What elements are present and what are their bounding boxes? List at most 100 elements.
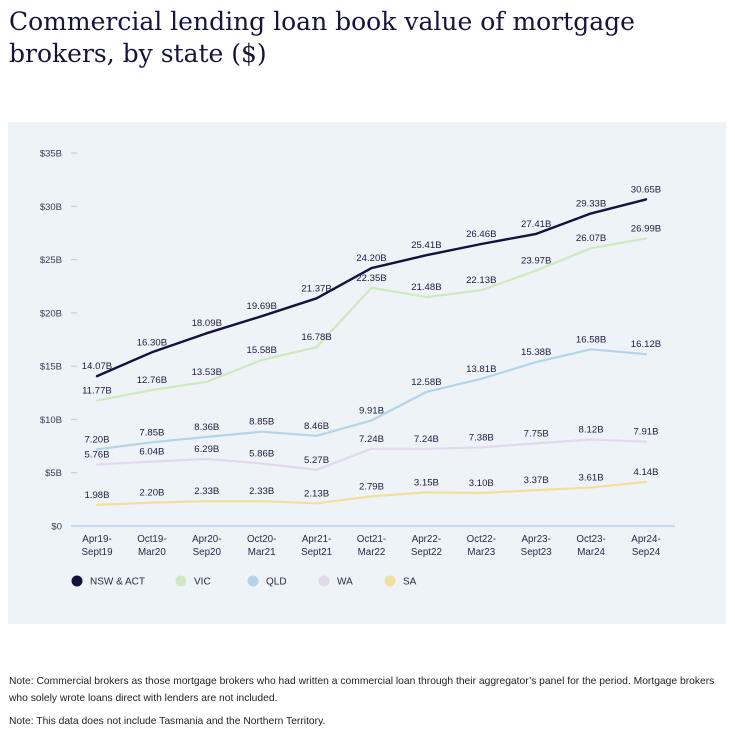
data-label: 2.33B bbox=[194, 486, 219, 497]
data-label: 29.33B bbox=[576, 198, 606, 209]
data-label: 6.29B bbox=[194, 444, 219, 455]
x-tick-label: Apr22- bbox=[412, 534, 441, 545]
data-label: 26.46B bbox=[466, 229, 496, 240]
notes: Note: Commercial brokers as those mortga… bbox=[9, 673, 724, 730]
data-label: 4.14B bbox=[633, 467, 658, 478]
y-tick-label: $10B bbox=[40, 415, 62, 426]
series-line-qld bbox=[95, 348, 648, 451]
data-label: 23.97B bbox=[521, 256, 551, 267]
data-label: 8.12B bbox=[579, 424, 604, 435]
x-tick-label: Oct20- bbox=[247, 534, 276, 545]
note-brokers: Note: Commercial brokers as those mortga… bbox=[9, 676, 715, 704]
x-tick-label: Oct21- bbox=[357, 534, 386, 545]
data-label: 19.69B bbox=[246, 301, 276, 312]
y-tick-label: $0 bbox=[51, 522, 62, 533]
data-label: 21.48B bbox=[411, 282, 441, 293]
y-tick-label: $5B bbox=[45, 468, 62, 479]
data-label: 7.85B bbox=[139, 427, 164, 438]
x-tick-label: Mar24 bbox=[577, 547, 605, 558]
x-tick-label: Mar20 bbox=[138, 547, 166, 558]
line-chart: $0 $5B $10B $15B $20B $25B $30B $35B Apr19- Sept1… bbox=[40, 149, 675, 588]
data-label: 27.41B bbox=[521, 219, 551, 230]
chart-panel: $0 $5B $10B $15B $20B $25B $30B $35B Apr19- Sept1… bbox=[8, 122, 726, 624]
data-label: 7.38B bbox=[469, 432, 494, 443]
legend-swatch bbox=[318, 575, 330, 587]
data-label: 16.30B bbox=[137, 337, 167, 348]
data-label: 24.20B bbox=[356, 253, 386, 264]
chart-title: Commercial lending loan book value of mo… bbox=[9, 7, 635, 68]
y-tick-label: $30B bbox=[40, 202, 62, 213]
x-tick-label: Mar22 bbox=[358, 547, 386, 558]
data-label: 26.07B bbox=[576, 233, 606, 244]
legend-label: VIC bbox=[194, 577, 211, 588]
data-label: 15.58B bbox=[246, 345, 276, 356]
series-line-vic bbox=[95, 237, 648, 402]
legend-label: WA bbox=[337, 577, 353, 588]
data-label: 3.61B bbox=[579, 473, 604, 484]
x-tick-label: Apr24- bbox=[631, 534, 660, 545]
x-tick-label: Oct23- bbox=[576, 534, 605, 545]
data-label: 21.37B bbox=[301, 283, 331, 294]
data-label: 2.13B bbox=[304, 488, 329, 499]
y-tick-label: $15B bbox=[40, 362, 62, 373]
data-label: 7.24B bbox=[359, 434, 384, 445]
data-label: 2.33B bbox=[249, 486, 274, 497]
y-tick-label: $35B bbox=[40, 149, 62, 160]
x-tick-label: Mar23 bbox=[467, 547, 495, 558]
data-label: 22.13B bbox=[466, 275, 496, 286]
x-tick-label: Apr20- bbox=[192, 534, 221, 545]
legend-label: QLD bbox=[266, 577, 287, 588]
data-label: 3.37B bbox=[524, 475, 549, 486]
data-label: 12.76B bbox=[137, 375, 167, 386]
data-label: 15.38B bbox=[521, 347, 551, 358]
x-tick-label: Apr19- bbox=[82, 534, 111, 545]
x-tick-label: Apr23- bbox=[521, 534, 550, 545]
data-label: 2.20B bbox=[139, 488, 164, 499]
series-line-wa bbox=[95, 438, 648, 471]
data-label: 8.36B bbox=[194, 422, 219, 433]
data-label: 6.04B bbox=[139, 447, 164, 458]
x-tick-label: Sept22 bbox=[411, 547, 442, 558]
x-tick-label: Sep24 bbox=[632, 547, 661, 558]
data-label: 13.81B bbox=[466, 364, 496, 375]
data-label: 11.77B bbox=[82, 386, 112, 397]
x-tick-label: Mar21 bbox=[248, 547, 276, 558]
data-label: 16.58B bbox=[576, 334, 606, 345]
data-label: 16.78B bbox=[301, 332, 331, 343]
data-label: 26.99B bbox=[631, 223, 661, 234]
data-label: 25.41B bbox=[411, 240, 441, 251]
x-tick-label: Sept21 bbox=[301, 547, 332, 558]
legend-swatch bbox=[175, 575, 187, 587]
series-line-nsw-act bbox=[95, 198, 648, 378]
data-label: 16.12B bbox=[631, 339, 661, 350]
x-tick-label: Apr21- bbox=[302, 534, 331, 545]
legend-label: SA bbox=[403, 577, 417, 588]
series-line-sa bbox=[95, 480, 648, 506]
x-tick-label: Sept23 bbox=[521, 547, 553, 558]
data-label: 7.75B bbox=[524, 428, 549, 439]
y-tick-label: $25B bbox=[40, 255, 62, 266]
data-label: 18.09B bbox=[192, 318, 222, 329]
legend-swatch bbox=[247, 575, 259, 587]
data-label: 3.15B bbox=[414, 477, 439, 488]
data-label: 13.53B bbox=[192, 367, 222, 378]
legend-swatch bbox=[384, 575, 396, 587]
data-label: 3.10B bbox=[469, 478, 494, 489]
data-label: 7.24B bbox=[414, 434, 439, 445]
x-tick-label: Sept19 bbox=[81, 547, 112, 558]
legend-label: NSW & ACT bbox=[90, 577, 145, 588]
data-label: 2.79B bbox=[359, 481, 384, 492]
data-label: 5.27B bbox=[304, 455, 329, 466]
data-label: 5.86B bbox=[249, 449, 274, 460]
data-label: 5.76B bbox=[84, 450, 109, 461]
data-label: 7.91B bbox=[633, 427, 658, 438]
data-label: 12.58B bbox=[411, 377, 441, 388]
y-tick-label: $20B bbox=[40, 308, 62, 319]
data-label: 1.98B bbox=[84, 490, 109, 501]
x-tick-label: Sep20 bbox=[193, 547, 222, 558]
data-label: 22.35B bbox=[356, 273, 386, 284]
x-tick-label: Oct19- bbox=[137, 534, 166, 545]
legend-swatch bbox=[71, 575, 83, 587]
data-label: 30.65B bbox=[631, 184, 661, 195]
data-label: 8.85B bbox=[249, 417, 274, 428]
